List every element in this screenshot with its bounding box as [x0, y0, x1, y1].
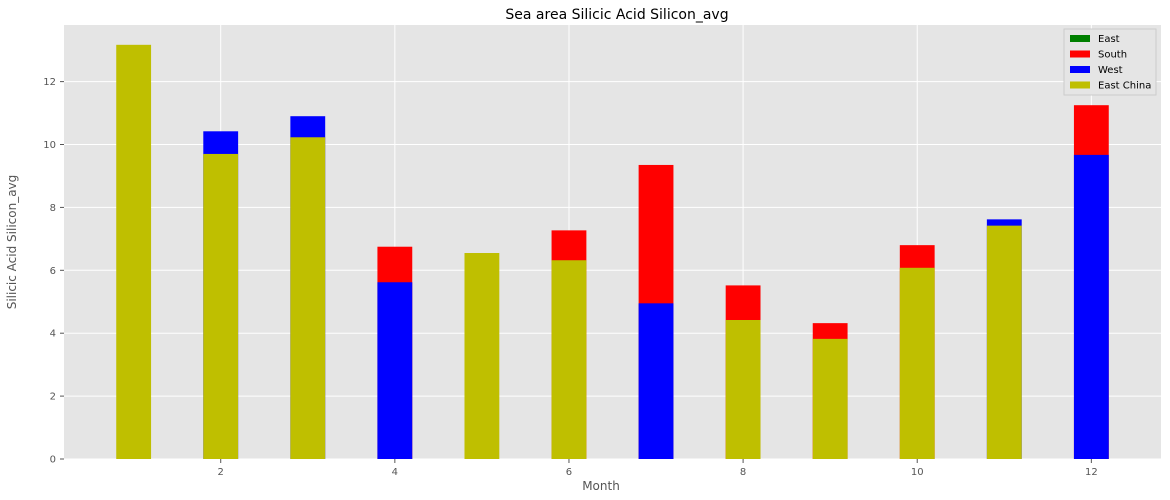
- bar-east-china-month-1: [116, 44, 152, 459]
- bar-east-china-month-10: [899, 267, 935, 459]
- x-tick-label: 2: [218, 467, 224, 478]
- chart-title: Sea area Silicic Acid Silicon_avg: [505, 7, 728, 23]
- bar-east-china-month-8: [725, 319, 761, 459]
- bar-east-china-month-5: [464, 253, 500, 459]
- bar-east-china-month-9: [812, 338, 848, 459]
- bar-west-month-4: [377, 282, 413, 459]
- x-tick-label: 8: [740, 467, 746, 478]
- y-tick-label: 12: [43, 77, 56, 88]
- x-tick-label: 12: [1085, 467, 1098, 478]
- bar-west-month-12: [1073, 154, 1109, 460]
- x-tick-label: 6: [566, 467, 572, 478]
- legend-label-east: East: [1098, 34, 1120, 45]
- legend: East South West East China: [1063, 28, 1157, 96]
- y-tick-label: 4: [50, 329, 56, 340]
- bar-east-china-month-3: [290, 137, 326, 459]
- y-tick-label: 10: [43, 140, 56, 151]
- legend-label-south: South: [1098, 50, 1127, 61]
- x-axis-label: Month: [582, 479, 620, 493]
- legend-swatch-south: [1070, 50, 1090, 58]
- y-tick-label: 2: [50, 392, 56, 403]
- bar-east-china-month-11: [986, 225, 1022, 459]
- bar-east-china-month-2: [203, 153, 239, 460]
- y-ticks: 0 2 4 6 8 10 12: [43, 77, 64, 466]
- legend-label-west: West: [1098, 65, 1123, 76]
- legend-label-east-china: East China: [1098, 81, 1151, 92]
- x-tick-label: 10: [911, 467, 924, 478]
- y-axis-label: Silicic Acid Silicon_avg: [5, 175, 19, 310]
- y-tick-label: 0: [50, 455, 56, 466]
- y-tick-label: 8: [50, 203, 56, 214]
- y-tick-label: 6: [50, 266, 56, 277]
- legend-swatch-west: [1070, 66, 1090, 73]
- legend-swatch-east: [1070, 35, 1090, 42]
- x-ticks: 2 4 6 8 10 12: [218, 459, 1098, 478]
- bars: [116, 44, 1109, 460]
- bar-west-month-7: [638, 303, 674, 459]
- x-tick-label: 4: [392, 467, 398, 478]
- legend-swatch-east-china: [1070, 81, 1090, 89]
- bar-east-china-month-6: [551, 260, 587, 459]
- plot-area: [64, 25, 1161, 459]
